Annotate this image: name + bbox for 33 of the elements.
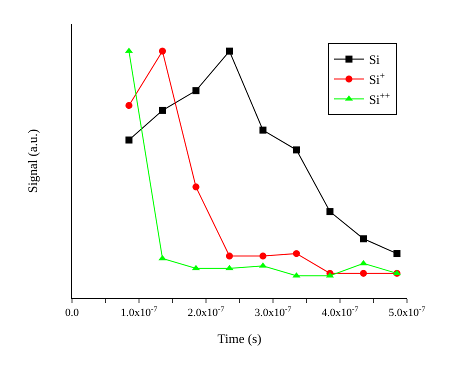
x-tick-label: 4.0x10$^{-7}$: [322, 304, 358, 320]
y-axis-title: Signal (a.u.): [24, 129, 40, 193]
point: [192, 87, 200, 94]
x-tick-label: 0.0: [65, 307, 80, 320]
x-tick-label: 1.0x10$^{-7}$: [120, 304, 158, 320]
point: [226, 252, 233, 260]
point: [292, 146, 300, 154]
point: [226, 48, 233, 55]
point: [292, 272, 300, 278]
point: [125, 102, 132, 109]
point: [360, 235, 367, 242]
x-axis-title: Time (s): [218, 330, 262, 346]
point: [259, 252, 266, 260]
point: [158, 48, 166, 55]
point: [393, 250, 400, 258]
point: [326, 208, 334, 216]
x-tick-label: 2.0x10$^{-7}$: [188, 304, 224, 320]
point: [192, 264, 200, 270]
point: [259, 126, 266, 134]
point: [360, 270, 367, 277]
point: [225, 264, 234, 270]
point: [326, 272, 334, 278]
point: [125, 136, 132, 144]
legend-label: Si: [368, 52, 380, 68]
legend-label: Si$^{++}$: [368, 90, 390, 107]
point: [292, 250, 300, 258]
x-tick-label: 3.0x10$^{-7}$: [254, 304, 292, 320]
point: [158, 106, 166, 114]
point: [258, 262, 267, 268]
point: [192, 183, 200, 190]
legend-label: Si$^{+}$: [368, 70, 385, 88]
x-tick-label: 5.0x10$^{-7}$: [388, 304, 426, 320]
point: [359, 260, 368, 266]
